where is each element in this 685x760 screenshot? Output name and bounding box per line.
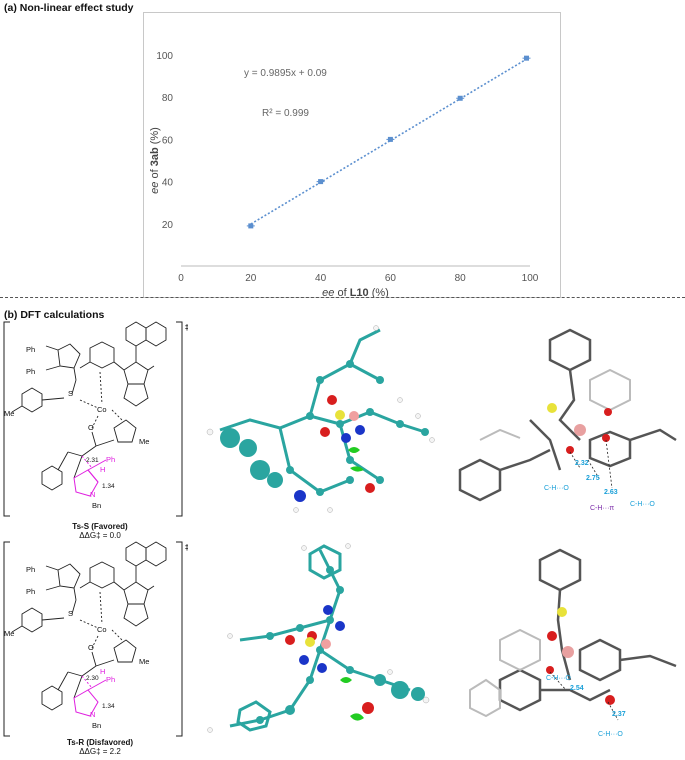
section-b-title: (b) DFT calculations bbox=[4, 309, 105, 321]
x-tick-label: 40 bbox=[315, 273, 327, 284]
ts-s-structure: ‡ bbox=[3, 321, 188, 517]
ts-r-structure: ‡ Ph Ph Me bbox=[3, 541, 188, 737]
pink-isoxazoline bbox=[73, 455, 107, 497]
label-co: Co bbox=[97, 625, 107, 634]
distance-a: 2.32 bbox=[575, 460, 589, 467]
label-ph-2: Ph bbox=[26, 587, 35, 596]
x-tick-label: 0 bbox=[178, 273, 184, 284]
naphthyl-group bbox=[11, 541, 167, 711]
interaction-3: C-H···O bbox=[630, 501, 655, 508]
data-point bbox=[457, 95, 463, 101]
label-s: S bbox=[68, 389, 73, 398]
label-n: N bbox=[90, 490, 95, 499]
ts-s-energy: ΔΔG‡ = 0.0 bbox=[79, 531, 121, 540]
data-point bbox=[387, 136, 393, 142]
x-tick-label: 20 bbox=[245, 273, 257, 284]
naphthyl-group bbox=[11, 321, 167, 491]
y-tick-label: 100 bbox=[156, 51, 173, 62]
x-tick-label: 80 bbox=[455, 273, 467, 284]
data-point bbox=[524, 55, 530, 61]
ts-s-name: Ts-S (Favored) bbox=[72, 522, 128, 531]
label-n: N bbox=[90, 710, 95, 719]
interaction-2: C-H···O bbox=[598, 731, 623, 738]
x-axis-label: ee of L10 (%) bbox=[322, 287, 389, 297]
label-dist-1: 2.31 bbox=[86, 457, 99, 464]
interaction-1: C-H···O bbox=[544, 485, 569, 492]
label-dist-2: 1.34 bbox=[102, 703, 115, 710]
bracket-right bbox=[176, 321, 183, 517]
ts-s-tube-model: 2.32 2.75 2.63 C-H···O C-H···π C-H···O bbox=[458, 328, 677, 512]
data-point bbox=[318, 179, 324, 185]
bracket-left bbox=[3, 321, 10, 517]
label-ph-2: Ph bbox=[26, 367, 35, 376]
y-tick-label: 80 bbox=[162, 93, 174, 104]
label-bn: Bn bbox=[92, 501, 101, 510]
label-ph-1: Ph bbox=[26, 565, 35, 574]
interaction-2: C-H···π bbox=[590, 505, 614, 512]
y-tick-label: 60 bbox=[162, 135, 174, 146]
label-me-2: Me bbox=[139, 437, 149, 446]
label-s: S bbox=[68, 609, 73, 618]
label-dist-2: 1.34 bbox=[102, 483, 115, 490]
bracket-right bbox=[176, 541, 183, 737]
label-h: H bbox=[100, 667, 105, 676]
dagger-symbol: ‡ bbox=[185, 323, 188, 332]
distance-b: 2.75 bbox=[586, 475, 600, 482]
interaction-1: C-H···O bbox=[546, 675, 571, 682]
y-tick-label: 40 bbox=[162, 178, 174, 189]
bracket-left bbox=[3, 541, 10, 737]
label-ph-3: Ph bbox=[106, 455, 115, 464]
distance-b: 2.37 bbox=[612, 711, 626, 718]
distance-c: 2.63 bbox=[604, 489, 618, 496]
dagger-symbol: ‡ bbox=[185, 543, 188, 552]
section-a-title: (a) Non-linear effect study bbox=[4, 2, 134, 14]
label-me-1: Me bbox=[4, 409, 14, 418]
label-ph-3: Ph bbox=[106, 675, 115, 684]
ts-r-tube-model: 2.54 2.37 C-H···O C-H···O bbox=[469, 548, 677, 738]
ts-r-name: Ts-R (Disfavored) bbox=[66, 738, 134, 747]
nle-chart-svg: 0 20 40 60 80 100 20 40 60 80 100 y = 0.9895x + 0.0… bbox=[149, 51, 539, 297]
distance-a: 2.54 bbox=[570, 685, 584, 692]
ts-s-ball-stick-model bbox=[206, 325, 435, 513]
y-tick-label: 20 bbox=[162, 220, 174, 231]
label-co: Co bbox=[97, 405, 107, 414]
r-squared: R² = 0.999 bbox=[262, 108, 309, 119]
ts-r-energy: ΔΔG‡ = 2.2 bbox=[79, 747, 121, 756]
label-dist-1: 2.30 bbox=[86, 675, 99, 682]
ts-r-ball-stick-model bbox=[207, 543, 430, 733]
label-bn: Bn bbox=[92, 721, 101, 730]
label-me-1: Me bbox=[4, 629, 14, 638]
label-o: O bbox=[88, 423, 94, 432]
data-point bbox=[248, 223, 254, 229]
label-h: H bbox=[100, 465, 105, 474]
ts-r-caption: Ts-R (Disfavored) ΔΔG‡ = 2.2 bbox=[20, 738, 180, 756]
label-me-2: Me bbox=[139, 657, 149, 666]
label-ph-1: Ph bbox=[26, 345, 35, 354]
trend-equation: y = 0.9895x + 0.09 bbox=[244, 68, 327, 79]
section-divider bbox=[0, 297, 685, 298]
x-tick-label: 60 bbox=[385, 273, 397, 284]
x-tick-label: 100 bbox=[522, 273, 539, 284]
label-o: O bbox=[88, 643, 94, 652]
pink-isoxazoline bbox=[73, 675, 107, 717]
ts-s-caption: Ts-S (Favored) ΔΔG‡ = 0.0 bbox=[20, 522, 180, 540]
y-axis-label: ee of 3ab (%) bbox=[149, 127, 161, 194]
nle-chart: 0 20 40 60 80 100 20 40 60 80 100 y = 0.9895x + 0.0… bbox=[143, 12, 561, 298]
